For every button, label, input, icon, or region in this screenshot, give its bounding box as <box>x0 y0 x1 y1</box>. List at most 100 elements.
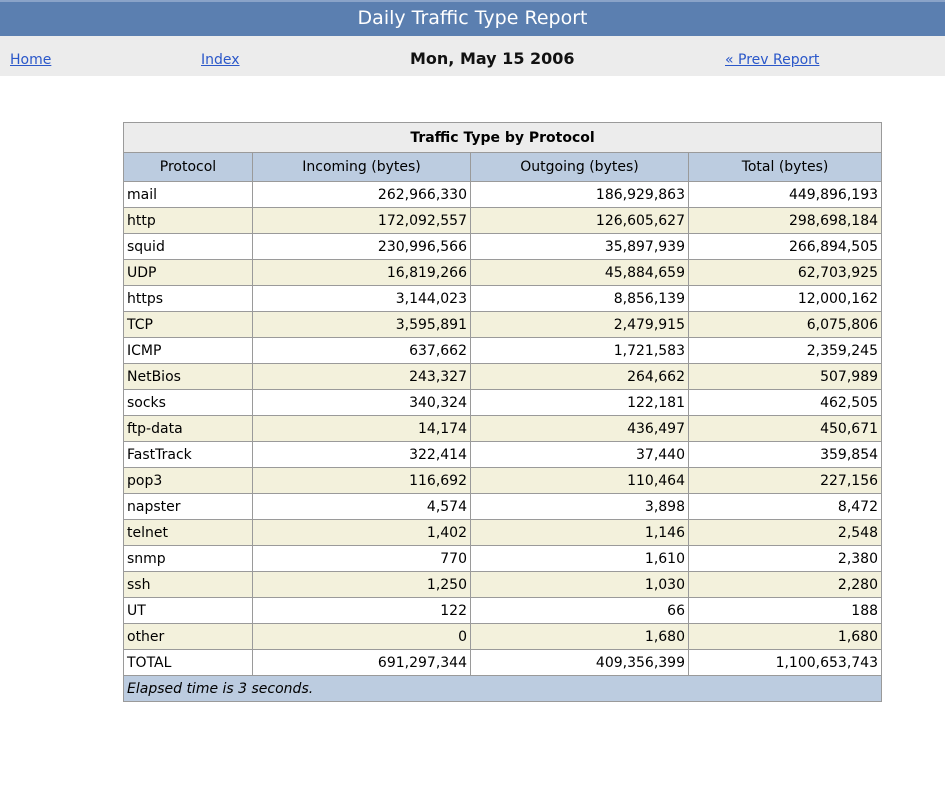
total-cell: 450,671 <box>687 415 883 442</box>
table-row: UT 122 66 188 <box>123 597 883 624</box>
outgoing-cell: 66 <box>470 597 689 624</box>
outgoing-cell: 409,356,399 <box>470 649 689 676</box>
incoming-cell: 1,250 <box>252 571 471 598</box>
outgoing-cell: 35,897,939 <box>470 233 689 260</box>
outgoing-cell: 2,479,915 <box>470 311 689 338</box>
incoming-cell: 3,595,891 <box>252 311 471 338</box>
total-cell: 227,156 <box>687 467 883 494</box>
table-row: snmp 770 1,610 2,380 <box>123 545 883 572</box>
elapsed-time-note: Elapsed time is 3 seconds. <box>122 675 883 702</box>
total-cell: 462,505 <box>687 389 883 416</box>
incoming-cell: 322,414 <box>252 441 471 468</box>
outgoing-cell: 1,610 <box>470 545 689 572</box>
outgoing-cell: 8,856,139 <box>470 285 689 312</box>
outgoing-cell: 264,662 <box>470 363 689 390</box>
outgoing-cell: 3,898 <box>470 493 689 520</box>
traffic-table: Traffic Type by Protocol Protocol Incomi… <box>122 122 883 702</box>
table-row: UDP 16,819,266 45,884,659 62,703,925 <box>123 259 883 286</box>
table-row: pop3 116,692 110,464 227,156 <box>123 467 883 494</box>
table-row: mail 262,966,330 186,929,863 449,896,193 <box>123 181 883 208</box>
outgoing-cell: 126,605,627 <box>470 207 689 234</box>
total-cell: 449,896,193 <box>687 181 883 208</box>
protocol-cell: telnet <box>123 519 253 546</box>
table-header-row: Protocol Incoming (bytes) Outgoing (byte… <box>123 152 883 182</box>
incoming-cell: 116,692 <box>252 467 471 494</box>
column-header-incoming: Incoming (bytes) <box>252 152 471 182</box>
incoming-cell: 16,819,266 <box>252 259 471 286</box>
total-cell: 298,698,184 <box>687 207 883 234</box>
table-row: ssh 1,250 1,030 2,280 <box>123 571 883 598</box>
protocol-cell: ICMP <box>123 337 253 364</box>
protocol-cell: squid <box>123 233 253 260</box>
prev-report-link[interactable]: « Prev Report <box>725 52 820 68</box>
outgoing-cell: 1,030 <box>470 571 689 598</box>
column-header-protocol: Protocol <box>123 152 253 182</box>
incoming-cell: 3,144,023 <box>252 285 471 312</box>
table-row: ftp-data 14,174 436,497 450,671 <box>123 415 883 442</box>
outgoing-cell: 37,440 <box>470 441 689 468</box>
total-cell: 2,548 <box>687 519 883 546</box>
total-cell: 188 <box>687 597 883 624</box>
protocol-cell: https <box>123 285 253 312</box>
protocol-cell: TOTAL <box>123 649 253 676</box>
incoming-cell: 230,996,566 <box>252 233 471 260</box>
protocol-cell: mail <box>123 181 253 208</box>
total-cell: 359,854 <box>687 441 883 468</box>
incoming-cell: 4,574 <box>252 493 471 520</box>
protocol-cell: ssh <box>123 571 253 598</box>
home-link[interactable]: Home <box>10 52 52 68</box>
outgoing-cell: 122,181 <box>470 389 689 416</box>
table-caption-row: Traffic Type by Protocol <box>122 122 883 153</box>
protocol-cell: pop3 <box>123 467 253 494</box>
total-cell: 2,280 <box>687 571 883 598</box>
incoming-cell: 691,297,344 <box>252 649 471 676</box>
table-row: http 172,092,557 126,605,627 298,698,184 <box>123 207 883 234</box>
protocol-cell: http <box>123 207 253 234</box>
total-cell: 62,703,925 <box>687 259 883 286</box>
table-row: TOTAL 691,297,344 409,356,399 1,100,653,743 <box>123 649 883 676</box>
incoming-cell: 122 <box>252 597 471 624</box>
total-cell: 1,680 <box>687 623 883 650</box>
outgoing-cell: 1,146 <box>470 519 689 546</box>
report-title: Daily Traffic Type Report <box>357 7 588 29</box>
column-header-total: Total (bytes) <box>687 152 883 182</box>
protocol-cell: NetBios <box>123 363 253 390</box>
column-header-outgoing: Outgoing (bytes) <box>470 152 689 182</box>
table-caption: Traffic Type by Protocol <box>122 122 883 153</box>
incoming-cell: 340,324 <box>252 389 471 416</box>
nav-bar: Home Index Mon, May 15 2006 « Prev Repor… <box>0 36 945 76</box>
protocol-cell: ftp-data <box>123 415 253 442</box>
table-row: telnet 1,402 1,146 2,548 <box>123 519 883 546</box>
outgoing-cell: 1,680 <box>470 623 689 650</box>
table-row: TCP 3,595,891 2,479,915 6,075,806 <box>123 311 883 338</box>
protocol-cell: other <box>123 623 253 650</box>
index-link[interactable]: Index <box>201 52 240 68</box>
table-row: napster 4,574 3,898 8,472 <box>123 493 883 520</box>
incoming-cell: 243,327 <box>252 363 471 390</box>
protocol-cell: napster <box>123 493 253 520</box>
incoming-cell: 172,092,557 <box>252 207 471 234</box>
protocol-cell: TCP <box>123 311 253 338</box>
total-cell: 2,380 <box>687 545 883 572</box>
table-footer-row: Elapsed time is 3 seconds. <box>122 675 883 702</box>
report-date: Mon, May 15 2006 <box>410 49 575 68</box>
table-row: other 0 1,680 1,680 <box>123 623 883 650</box>
incoming-cell: 770 <box>252 545 471 572</box>
table-row: https 3,144,023 8,856,139 12,000,162 <box>123 285 883 312</box>
incoming-cell: 637,662 <box>252 337 471 364</box>
protocol-cell: UT <box>123 597 253 624</box>
table-row: squid 230,996,566 35,897,939 266,894,505 <box>123 233 883 260</box>
total-cell: 1,100,653,743 <box>687 649 883 676</box>
protocol-cell: snmp <box>123 545 253 572</box>
table-row: FastTrack 322,414 37,440 359,854 <box>123 441 883 468</box>
protocol-cell: FastTrack <box>123 441 253 468</box>
outgoing-cell: 110,464 <box>470 467 689 494</box>
incoming-cell: 1,402 <box>252 519 471 546</box>
table-body: mail 262,966,330 186,929,863 449,896,193 htt… <box>123 181 883 676</box>
incoming-cell: 0 <box>252 623 471 650</box>
protocol-cell: socks <box>123 389 253 416</box>
report-title-bar: Daily Traffic Type Report <box>0 0 945 36</box>
outgoing-cell: 186,929,863 <box>470 181 689 208</box>
protocol-cell: UDP <box>123 259 253 286</box>
total-cell: 507,989 <box>687 363 883 390</box>
